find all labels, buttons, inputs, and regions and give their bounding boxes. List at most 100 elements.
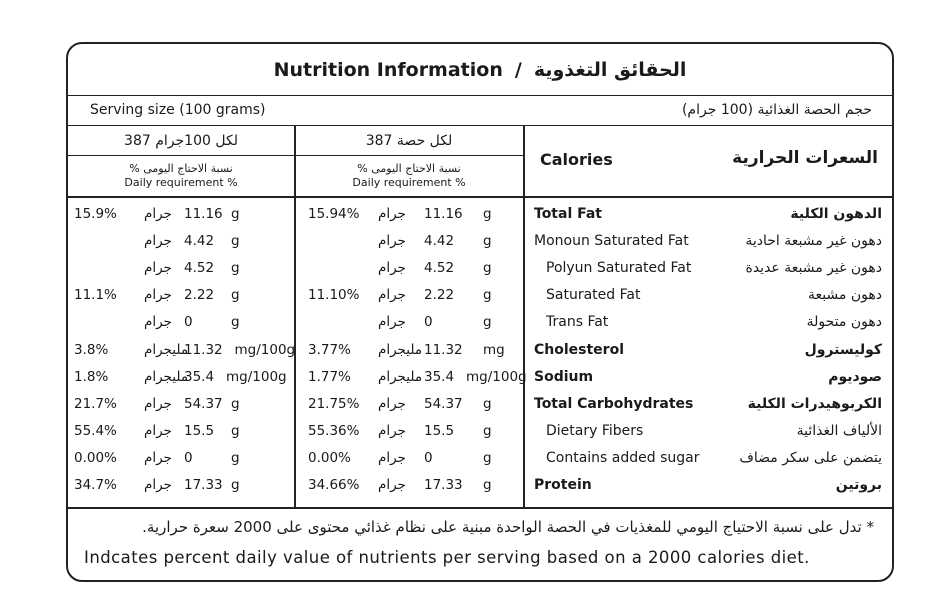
per-serving-unit: g (483, 449, 492, 466)
per-serving-unit: g (483, 287, 492, 304)
nutrient-name-en: Monoun Saturated Fat (534, 233, 689, 250)
column-header-per-100g: لكل 100جرام 387 (68, 126, 294, 156)
per-100g-amount: 11.32 (184, 341, 223, 358)
nutrient-name-en: Polyun Saturated Fat (546, 260, 692, 277)
nutrition-panel: Nutrition Information / الحقائق التغذوية… (66, 42, 894, 582)
per-serving-daily-pct: 3.77% (308, 341, 351, 358)
nutrient-name-ar: دهون غير مشبعة احادية (745, 233, 882, 250)
nutrient-name-ar: دهون مشبعة (807, 287, 882, 304)
per-100g-unit-ar: جرام (144, 314, 172, 331)
per-serving-unit-ar: جرام (378, 233, 406, 250)
per-serving-unit-ar: مليجرام (378, 368, 423, 385)
header-body-divider (68, 196, 892, 198)
column-sub-per-100g: نسبة الاحتاج اليومى % Daily requirement … (68, 156, 294, 196)
per-100g-unit: g (231, 233, 240, 250)
per-serving-unit: g (483, 314, 492, 331)
column-header-per-serving: لكل حصة 387 (295, 126, 523, 156)
per-serving-unit: g (483, 260, 492, 277)
per-serving-amount: 11.16 (424, 206, 463, 222)
serving-size-ar: حجم الحصة الغذائية (100 جرام) (681, 102, 872, 118)
per-serving-daily-pct: 0.00% (308, 449, 351, 466)
per-100g-daily-pct: 0.00% (74, 449, 117, 466)
per-serving-amount: 4.42 (424, 233, 455, 250)
nutrient-name-ar: دهون متحولة (806, 314, 882, 331)
per-100g-unit: g (231, 314, 240, 331)
per-serving-unit-ar: مليجرام (378, 341, 423, 358)
column-header-per-100g-label: لكل 100جرام 387 (124, 132, 238, 149)
per-serving-daily-pct: 11.10% (308, 287, 360, 304)
per-100g-daily-pct: 15.9% (74, 206, 117, 222)
per-100g-unit-ar: جرام (144, 233, 172, 250)
nutrient-name-ar: بروتين (835, 477, 882, 493)
per-100g-amount: 4.42 (184, 233, 215, 250)
per-100g-daily-pct: 34.7% (74, 477, 117, 493)
column-divider-2 (523, 126, 525, 507)
per-serving-unit-ar: جرام (378, 395, 406, 412)
per-serving-unit-ar: جرام (378, 477, 406, 493)
per-100g-unit: g (231, 206, 240, 222)
per-100g-unit-ar: جرام (144, 206, 172, 222)
nutrient-name-ar: الدهون الكلية (790, 206, 882, 222)
per-serving-unit-ar: جرام (378, 206, 406, 222)
per-100g-unit-ar: جرام (144, 422, 172, 439)
per-serving-amount: 0 (424, 449, 433, 466)
nutrient-name-en: Protein (534, 477, 592, 493)
per-serving-amount: 17.33 (424, 477, 463, 493)
daily-req-en: Daily requirement % (352, 176, 466, 189)
column-divider-1 (294, 126, 296, 507)
per-serving-amount: 35.4 (424, 368, 455, 385)
nutrient-name-ar: صوديوم (828, 368, 882, 385)
nutrient-name-en: Trans Fat (546, 314, 609, 331)
per-100g-daily-pct: 1.8% (74, 368, 109, 385)
footnote-ar: * تدل على نسبة الاحتياج اليومي للمغذيات … (142, 518, 874, 536)
title-separator: / (514, 58, 522, 81)
nutrient-name-ar: الألياف الغذائية (796, 422, 882, 439)
per-100g-unit: g (231, 449, 240, 466)
per-100g-unit-ar: جرام (144, 287, 172, 304)
calories-en: Calories (540, 150, 613, 169)
per-100g-unit: g (231, 422, 240, 439)
daily-req-ar: نسبة الاحتاج اليومى % (129, 162, 233, 175)
nutrient-name-en: Sodium (534, 368, 594, 385)
per-serving-unit-ar: جرام (378, 314, 406, 331)
nutrient-name-en: Saturated Fat (546, 287, 641, 304)
serving-size-en: Serving size (100 grams) (90, 102, 266, 118)
per-serving-unit: g (483, 422, 492, 439)
nutrient-name-en: Total Carbohydrates (534, 395, 694, 412)
nutrient-name-ar: دهون غير مشبعة عديدة (745, 260, 882, 277)
per-serving-daily-pct: 21.75% (308, 395, 360, 412)
per-serving-unit-ar: جرام (378, 449, 406, 466)
nutrient-name-en: Total Fat (534, 206, 603, 222)
per-serving-amount: 2.22 (424, 287, 455, 304)
per-serving-unit: g (483, 233, 492, 250)
per-100g-amount: 0 (184, 314, 193, 331)
per-100g-amount: 4.52 (184, 260, 215, 277)
per-serving-amount: 0 (424, 314, 433, 331)
per-serving-unit-ar: جرام (378, 422, 406, 439)
per-100g-unit-ar: جرام (144, 260, 172, 277)
nutrition-title: Nutrition Information / الحقائق التغذوية (68, 44, 892, 96)
column-header-per-serving-label: لكل حصة 387 (365, 132, 453, 149)
calories-header: Calories السعرات الحرارية (524, 126, 892, 196)
per-100g-unit: mg/100g (234, 341, 296, 358)
per-serving-amount: 4.52 (424, 260, 455, 277)
per-serving-unit: g (483, 395, 492, 412)
per-serving-daily-pct: 1.77% (308, 368, 351, 385)
per-serving-amount: 11.32 (424, 341, 463, 358)
per-100g-unit-ar: مليجرام (144, 368, 189, 385)
per-serving-unit: mg/100g (466, 368, 527, 385)
per-100g-daily-pct: 3.8% (74, 341, 109, 358)
per-serving-unit: g (483, 477, 492, 493)
title-en: Nutrition Information (273, 58, 503, 81)
per-100g-amount: 11.16 (184, 206, 223, 222)
nutrient-name-en: Contains added sugar (546, 449, 700, 466)
per-100g-unit: g (231, 395, 240, 412)
per-serving-daily-pct: 34.66% (308, 477, 360, 493)
nutrient-name-ar: كوليسترول (804, 341, 882, 358)
daily-req-ar: نسبة الاحتاج اليومى % (357, 162, 461, 175)
per-100g-daily-pct: 55.4% (74, 422, 117, 439)
nutrient-name-en: Dietary Fibers (546, 422, 644, 439)
per-100g-unit: g (231, 260, 240, 277)
per-100g-amount: 54.37 (184, 395, 223, 412)
per-serving-unit-ar: جرام (378, 260, 406, 277)
